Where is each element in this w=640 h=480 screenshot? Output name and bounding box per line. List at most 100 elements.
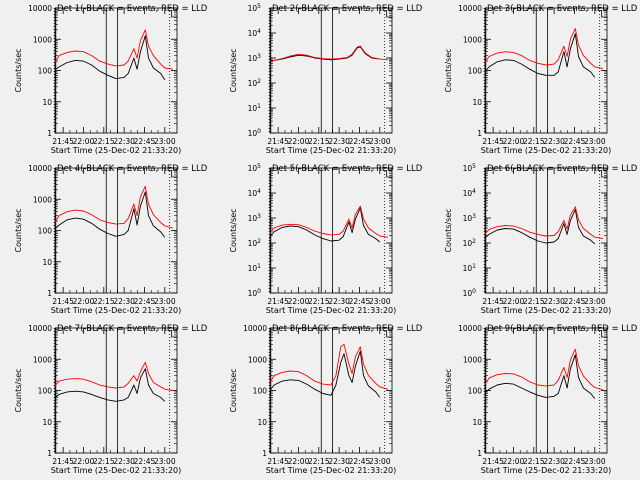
y-tick-label: 1 — [477, 449, 482, 458]
x-tick-label: 22:45 — [564, 457, 586, 466]
y-tick-exponent: 4 — [257, 188, 261, 195]
y-tick-label: 105 — [248, 3, 262, 13]
series-group — [485, 28, 603, 78]
x-tick-label: 22:15 — [523, 457, 545, 466]
y-tick-label: 100 — [248, 128, 262, 138]
series-group — [270, 343, 389, 398]
y-tick-exponent: 3 — [257, 53, 261, 60]
x-tick-label: 22:30 — [113, 297, 135, 306]
x-tick-label: 22:00 — [73, 457, 95, 466]
x-tick-label: 23:00 — [154, 297, 176, 306]
time-bracket-mark — [386, 10, 393, 18]
y-tick-label: 100 — [248, 288, 262, 298]
y-tick-label: 101 — [248, 103, 262, 113]
x-tick-label: 22:45 — [349, 137, 371, 146]
x-tick-label: 22:30 — [113, 457, 135, 466]
y-tick-label: 1 — [47, 449, 52, 458]
panel-6: Det 6(-BLACK = Events, RED = LLD10010110… — [444, 163, 638, 315]
y-tick-label: 10000 — [28, 4, 52, 13]
x-tick-label: 22:00 — [503, 137, 525, 146]
x-tick-label: 21:45 — [482, 137, 504, 146]
series-group — [270, 205, 388, 243]
x-tick-label: 21:45 — [482, 297, 504, 306]
y-tick-label: 100 — [468, 387, 483, 396]
series-line-lld — [270, 343, 389, 390]
x-tick-label: 22:15 — [93, 137, 115, 146]
y-tick-label: 1 — [47, 129, 52, 138]
y-tick-exponent: 1 — [257, 103, 261, 110]
y-tick-label: 103 — [463, 213, 477, 223]
time-bracket-mark — [386, 330, 393, 338]
y-tick-label: 1 — [47, 289, 52, 298]
panel-title: Det 2(-BLACK = Events, RED = LLD — [272, 4, 423, 14]
plot-frame — [484, 327, 608, 454]
y-axis-label: Counts/sec — [444, 208, 453, 252]
plot-frame — [54, 327, 178, 454]
x-tick-label: 22:15 — [93, 297, 115, 306]
x-tick-label: 21:45 — [52, 137, 74, 146]
series-line-events — [485, 208, 596, 245]
y-tick-label: 10000 — [458, 4, 482, 13]
y-tick-exponent: 2 — [257, 78, 261, 85]
x-tick-label: 23:00 — [584, 137, 606, 146]
y-tick-label: 103 — [248, 213, 262, 223]
y-tick-label: 10000 — [243, 324, 267, 333]
x-tick-label: 22:30 — [543, 137, 565, 146]
x-tick-label: 22:45 — [564, 297, 586, 306]
panel-title: Det 8(-BLACK = Events, RED = LLD — [272, 324, 423, 334]
time-bracket-mark — [386, 170, 393, 178]
x-axis-label: Start Time (25-Dec-02 21:33:20) — [51, 466, 182, 475]
time-bracket-mark — [171, 10, 178, 18]
x-tick-label: 23:00 — [154, 137, 176, 146]
y-tick-label: 1000 — [33, 195, 52, 204]
x-tick-label: 22:00 — [73, 137, 95, 146]
series-line-events — [55, 368, 166, 402]
plot-frame — [269, 7, 393, 134]
panel-3: Det 3(-BLACK = Events, RED = LLD 1 10 100 10… — [444, 4, 638, 155]
series-line-lld — [270, 205, 388, 238]
time-bracket-mark — [601, 10, 608, 18]
y-tick-label: 10 — [472, 98, 482, 107]
time-bracket-mark — [171, 170, 178, 178]
panel-7: Det 7(-BLACK = Events, RED = LLD 1 10 100 10… — [14, 324, 208, 475]
x-tick-label: 22:30 — [328, 457, 350, 466]
x-axis-label: Start Time (25-Dec-02 21:33:20) — [51, 146, 182, 155]
x-tick-label: 22:15 — [523, 137, 545, 146]
x-tick-label: 21:45 — [267, 297, 289, 306]
x-tick-label: 22:00 — [503, 457, 525, 466]
series-line-events — [270, 207, 381, 243]
x-tick-label: 22:45 — [134, 137, 156, 146]
y-tick-label: 10 — [257, 418, 267, 427]
y-tick-exponent: 2 — [472, 238, 476, 245]
series-line-lld — [55, 185, 174, 229]
y-tick-exponent: 3 — [257, 213, 261, 220]
y-tick-exponent: 5 — [472, 163, 476, 170]
x-tick-label: 22:00 — [503, 297, 525, 306]
y-tick-label: 103 — [248, 53, 262, 63]
y-tick-label: 10000 — [458, 324, 482, 333]
panel-8: Det 8(-BLACK = Events, RED = LLD 1 10 100 10… — [229, 324, 423, 475]
y-tick-label: 100 — [38, 387, 53, 396]
x-tick-label: 22:45 — [349, 297, 371, 306]
x-tick-label: 21:45 — [267, 137, 289, 146]
x-tick-label: 22:30 — [328, 297, 350, 306]
x-tick-label: 22:00 — [288, 137, 310, 146]
y-tick-label: 1000 — [33, 35, 52, 44]
series-line-lld — [55, 29, 173, 70]
x-tick-label: 22:30 — [543, 297, 565, 306]
x-axis-label: Start Time (25-Dec-02 21:33:20) — [266, 466, 397, 475]
y-axis-label: Counts/sec — [229, 48, 238, 92]
panel-title: Det 1(-BLACK = Events, RED = LLD — [57, 4, 208, 14]
y-tick-exponent: 4 — [257, 28, 261, 35]
y-tick-label: 102 — [248, 78, 262, 88]
y-axis-label: Counts/sec — [229, 368, 238, 412]
x-tick-label: 22:45 — [564, 137, 586, 146]
x-tick-label: 22:30 — [543, 457, 565, 466]
x-tick-label: 22:45 — [134, 297, 156, 306]
y-tick-exponent: 0 — [472, 288, 476, 295]
y-tick-label: 100 — [468, 67, 483, 76]
x-tick-label: 22:15 — [93, 457, 115, 466]
y-tick-label: 100 — [463, 288, 477, 298]
series-line-lld — [485, 348, 604, 391]
panel-title: Det 6(-BLACK = Events, RED = LLD — [487, 164, 638, 174]
